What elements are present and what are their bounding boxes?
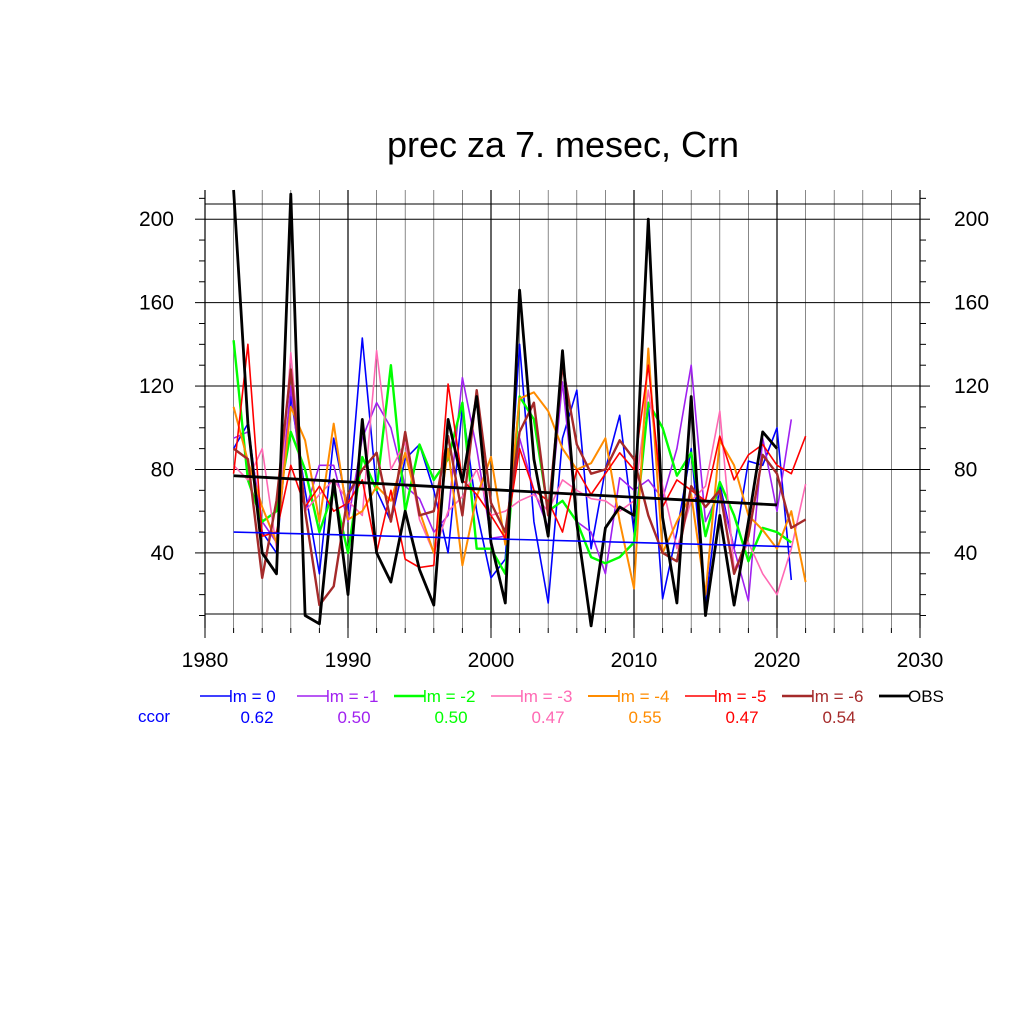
- y-tick-label-left: 120: [139, 375, 174, 398]
- legend-label: lm = -3: [520, 687, 572, 706]
- grid-lines: [204, 190, 921, 628]
- x-tick-label: 1990: [325, 649, 372, 672]
- x-tick-label: 2030: [897, 649, 944, 672]
- x-tick-label: 2000: [468, 649, 515, 672]
- legend-label: lm = -1: [326, 687, 378, 706]
- legend-label: lm = -5: [714, 687, 766, 706]
- y-tick-label-right: 160: [954, 292, 989, 315]
- legend-label: lm = 0: [229, 687, 276, 706]
- legend-ccor-value: 0.50: [337, 708, 370, 727]
- legend: ccor lm = 0 0.62 lm = -1 0.50 lm = -2 0.50 lm …: [138, 687, 944, 727]
- legend-label: OBS: [908, 687, 944, 706]
- legend-ccor-value: 0.50: [434, 708, 467, 727]
- legend-ccor-value: 0.62: [240, 708, 273, 727]
- series-line-lm-3: [233, 349, 807, 596]
- plot-series: [232, 189, 807, 628]
- legend-ccor-value: 0.47: [531, 708, 564, 727]
- chart-title: prec za 7. mesec, Crn: [387, 124, 739, 165]
- ccor-label: ccor: [138, 707, 170, 726]
- y-tick-label-left: 160: [139, 292, 174, 315]
- y-tick-label-right: 80: [954, 458, 977, 481]
- legend-label: lm = -2: [423, 687, 475, 706]
- trend-line: [233, 474, 778, 507]
- tick-labels: 1980 1990 2000 2010 2020 2030 40 40 80 80 120 120 16…: [139, 208, 989, 672]
- y-tick-label-right: 120: [954, 375, 989, 398]
- legend-label: lm = -4: [617, 687, 669, 706]
- axes-frame: [195, 197, 930, 638]
- trend-line: [233, 531, 792, 548]
- y-tick-label-right: 40: [954, 542, 977, 565]
- y-tick-label-left: 80: [151, 458, 174, 481]
- legend-ccor-value: 0.54: [822, 708, 855, 727]
- series-line-lm-5: [232, 343, 807, 569]
- x-tick-label: 2020: [754, 649, 801, 672]
- series-line-lm-4: [232, 347, 807, 596]
- y-tick-label-right: 200: [954, 208, 989, 231]
- y-tick-label-left: 200: [139, 208, 174, 231]
- legend-ccor-value: 0.55: [628, 708, 661, 727]
- x-tick-label: 1980: [182, 649, 229, 672]
- trend-lines: [233, 474, 792, 548]
- x-tick-label: 2010: [611, 649, 658, 672]
- legend-ccor-value: 0.47: [725, 708, 758, 727]
- series-line-obs: [232, 189, 779, 628]
- y-tick-label-left: 40: [151, 542, 174, 565]
- legend-label: lm = -6: [811, 687, 863, 706]
